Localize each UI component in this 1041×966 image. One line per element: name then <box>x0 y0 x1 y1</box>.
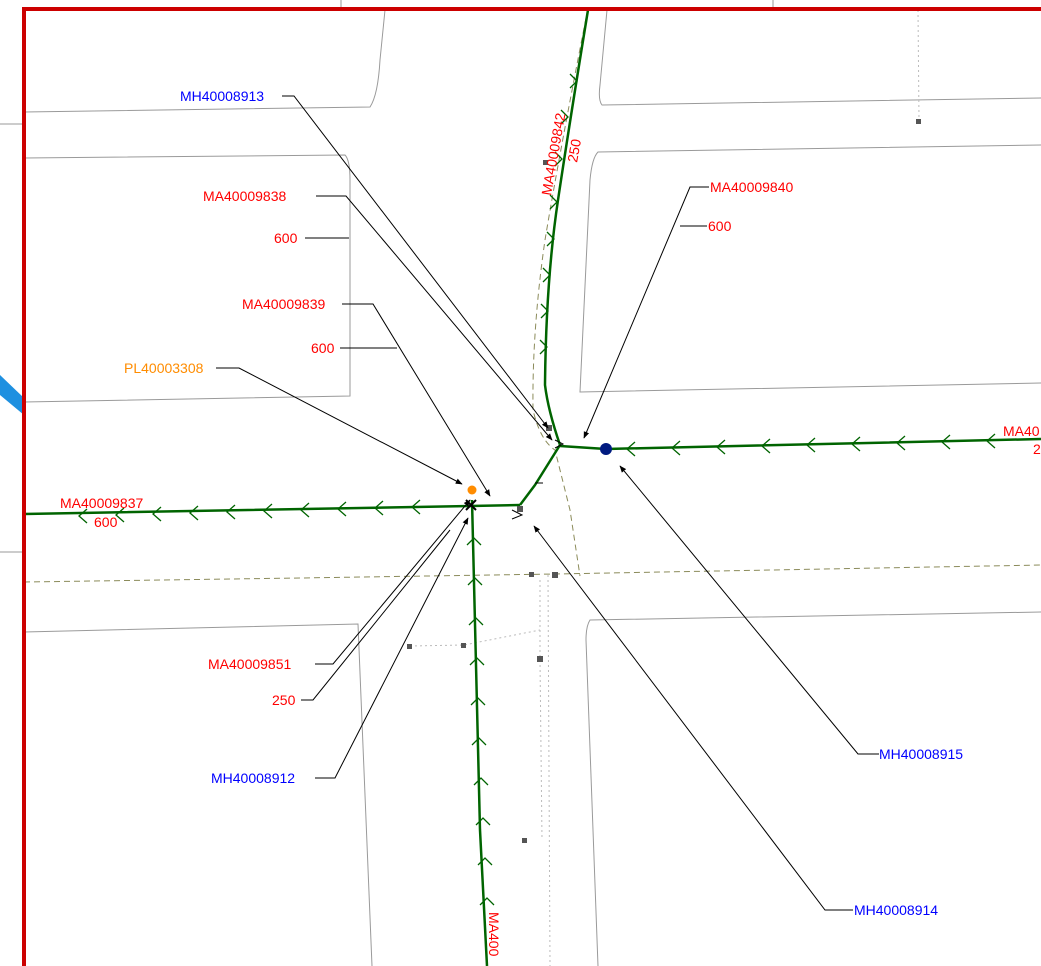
label-ma40009840[interactable]: MA40009840 <box>710 179 794 195</box>
fitting-symbol-3 <box>554 439 565 449</box>
fittings <box>407 119 921 843</box>
flow-chevrons <box>78 73 996 906</box>
frame-ticks <box>0 0 774 553</box>
label-mh40008914[interactable]: MH40008914 <box>854 902 938 918</box>
leader-lines <box>216 95 879 911</box>
fitting-symbol <box>511 509 524 520</box>
label-ma40009842-size[interactable]: 250 <box>564 138 584 164</box>
label-mh40008913[interactable]: MH40008913 <box>180 88 264 104</box>
valve-node[interactable] <box>600 443 612 455</box>
water-mains <box>23 9 1041 966</box>
parcel-boundaries <box>23 9 1041 966</box>
label-ma40009837-size[interactable]: 600 <box>94 514 118 530</box>
label-ma40009840-size[interactable]: 600 <box>708 218 732 234</box>
label-ma-east-partial[interactable]: MA40 <box>1003 423 1040 439</box>
label-mh40008912[interactable]: MH40008912 <box>211 770 295 786</box>
label-ma-east-size-partial[interactable]: 2 <box>1033 441 1041 457</box>
label-ma40009839-size[interactable]: 600 <box>311 340 335 356</box>
label-pl40003308[interactable]: PL40003308 <box>124 360 204 376</box>
main-north <box>519 9 590 506</box>
map-frame <box>22 7 1041 966</box>
label-mh40008915[interactable]: MH40008915 <box>879 746 963 762</box>
main-south <box>470 499 489 966</box>
label-ma40009838-size[interactable]: 600 <box>274 230 298 246</box>
service-lines <box>409 9 920 966</box>
page-tab-marker <box>0 375 24 415</box>
label-ma-south-partial[interactable]: MA400 <box>486 912 502 957</box>
label-ma40009839[interactable]: MA40009839 <box>242 296 326 312</box>
label-ma40009851-size[interactable]: 250 <box>272 692 296 708</box>
label-ma40009851[interactable]: MA40009851 <box>208 656 292 672</box>
label-ma40009838[interactable]: MA40009838 <box>203 188 287 204</box>
label-ma40009837[interactable]: MA40009837 <box>60 495 144 511</box>
plug-node[interactable] <box>467 485 477 495</box>
road-edges <box>23 7 1041 583</box>
